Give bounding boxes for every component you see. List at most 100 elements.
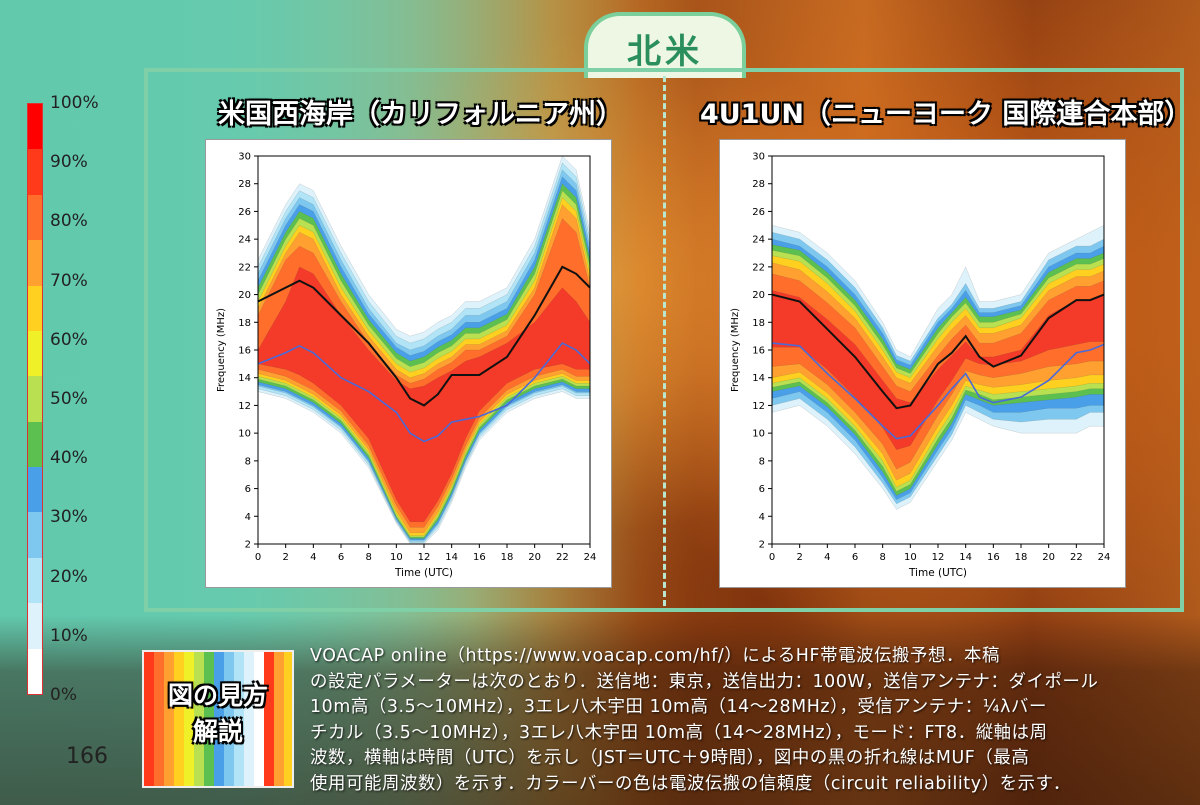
howto-stripe bbox=[254, 652, 264, 786]
colorbar-segment bbox=[28, 149, 42, 196]
y-tick-label: 2 bbox=[759, 540, 765, 551]
howto-stripe bbox=[274, 652, 284, 786]
y-tick-label: 24 bbox=[752, 235, 765, 246]
colorbar-label: 20% bbox=[50, 566, 88, 587]
x-tick-label: 24 bbox=[1098, 552, 1111, 563]
x-tick-label: 22 bbox=[556, 552, 569, 563]
y-tick-label: 18 bbox=[752, 318, 765, 329]
x-tick-label: 16 bbox=[473, 552, 486, 563]
colorbar-label: 0% bbox=[50, 685, 77, 705]
colorbar-label: 80% bbox=[50, 211, 88, 232]
x-tick-label: 8 bbox=[879, 552, 885, 563]
chart-svg-west-coast: 0 2 4 6 8 10 12 14 16 18 20 22 242468101214161820222… bbox=[216, 152, 597, 580]
howto-stripe bbox=[244, 652, 254, 786]
description-line: 10m高（3.5～10MHz），3エレ八木宇田 10m高（14～28MHz），受… bbox=[310, 697, 1048, 717]
region-tab: 北米 bbox=[584, 12, 746, 78]
howto-label-line1: 図の見方 bbox=[167, 681, 268, 710]
x-tick-label: 14 bbox=[959, 552, 972, 563]
colorbar-label: 60% bbox=[50, 329, 88, 350]
y-tick-label: 12 bbox=[238, 401, 251, 412]
y-tick-label: 16 bbox=[238, 346, 251, 357]
chart-title-west-coast: 米国西海岸（カリフォルニア州） bbox=[218, 99, 623, 130]
x-tick-label: 16 bbox=[987, 552, 1000, 563]
y-tick-label: 30 bbox=[238, 152, 251, 163]
colorbar-label: 30% bbox=[50, 507, 88, 528]
y-tick-label: 26 bbox=[238, 207, 251, 218]
colorbar-label: 40% bbox=[50, 448, 88, 469]
y-tick-label: 30 bbox=[752, 152, 765, 163]
page-number: 166 bbox=[66, 744, 108, 769]
colorbar-segment bbox=[28, 648, 42, 695]
y-tick-label: 2 bbox=[245, 540, 251, 551]
colorbar-segment bbox=[28, 240, 42, 287]
y-tick-label: 24 bbox=[238, 235, 251, 246]
y-tick-label: 10 bbox=[238, 429, 251, 440]
y-tick-label: 20 bbox=[238, 290, 251, 301]
y-tick-label: 14 bbox=[238, 373, 251, 384]
colorbar-segment bbox=[28, 603, 42, 650]
y-tick-label: 8 bbox=[245, 456, 251, 467]
x-tick-label: 4 bbox=[824, 552, 830, 563]
description-line: チカル（3.5～10MHz），3エレ八木宇田 10m高（14～28MHz），モー… bbox=[310, 722, 1048, 743]
x-tick-label: 10 bbox=[390, 552, 403, 563]
colorbar-segment bbox=[28, 104, 42, 150]
description-line: 波数，横軸は時間（UTC）を示し（JST＝UTC＋9時間），図中の黒の折れ線はM… bbox=[310, 748, 1030, 768]
colorbar-segment bbox=[28, 512, 42, 559]
description-line: 使用可能周波数）を示す．カラーバーの色は電波伝搬の信頼度（circuit rel… bbox=[310, 773, 1071, 794]
colorbar-label: 70% bbox=[50, 270, 88, 291]
y-tick-label: 12 bbox=[752, 401, 765, 412]
howto-stripe bbox=[154, 652, 164, 786]
x-tick-label: 4 bbox=[310, 552, 316, 563]
chart-svg-new-york: 0 2 4 6 8 10 12 14 16 18 20 22 242468101214161820222… bbox=[730, 152, 1111, 580]
y-tick-label: 20 bbox=[752, 290, 765, 301]
chart-title-new-york: 4U1UN（ニューヨーク 国際連合本部） bbox=[700, 99, 1192, 130]
y-tick-label: 28 bbox=[752, 179, 765, 190]
x-tick-label: 20 bbox=[528, 552, 541, 563]
howto-stripe bbox=[214, 652, 224, 786]
howto-stripe bbox=[184, 652, 194, 786]
colorbar-segment bbox=[28, 194, 42, 241]
y-tick-label: 14 bbox=[752, 373, 765, 384]
fot-line bbox=[257, 342, 591, 443]
x-tick-label: 6 bbox=[852, 552, 858, 563]
howto-stripe bbox=[234, 652, 244, 786]
x-tick-label: 24 bbox=[584, 552, 597, 563]
region-title: 北米 bbox=[627, 32, 703, 72]
howto-label: 図の見方 解説 bbox=[158, 678, 278, 750]
charts-frame bbox=[144, 68, 1184, 612]
y-axis-label: Frequency (MHz) bbox=[730, 308, 741, 392]
x-tick-label: 14 bbox=[445, 552, 458, 563]
howto-label-line2: 解説 bbox=[192, 717, 243, 746]
y-tick-label: 18 bbox=[238, 318, 251, 329]
colorbar-label: 100% bbox=[50, 93, 99, 113]
x-tick-label: 8 bbox=[365, 552, 371, 563]
howto-stripe bbox=[144, 652, 154, 786]
howto-stripe bbox=[284, 652, 292, 786]
colorbar-label: 50% bbox=[50, 389, 88, 409]
y-axis-label: Frequency (MHz) bbox=[216, 308, 227, 392]
y-tick-label: 22 bbox=[752, 262, 765, 273]
y-tick-label: 10 bbox=[752, 429, 765, 440]
x-tick-label: 22 bbox=[1070, 552, 1083, 563]
x-tick-label: 6 bbox=[338, 552, 344, 563]
x-axis-label: Time (UTC) bbox=[394, 567, 453, 579]
chart-new-york: 0 2 4 6 8 10 12 14 16 18 20 22 24 2 4 6 8 10 12 14 16 18 20 22 2… bbox=[719, 139, 1126, 588]
x-tick-label: 0 bbox=[769, 552, 775, 563]
x-tick-label: 12 bbox=[418, 552, 431, 563]
x-tick-label: 2 bbox=[796, 552, 802, 563]
description-line: の設定パラメーターは次のとおり．送信地：東京，送信出力：100W，送信アンテナ：… bbox=[310, 671, 1099, 692]
x-tick-label: 20 bbox=[1042, 552, 1055, 563]
reliability-colorbar bbox=[27, 103, 43, 695]
colorbar-label: 10% bbox=[50, 625, 88, 646]
howto-stripe bbox=[164, 652, 174, 786]
chart-west-coast: 0 2 4 6 8 10 12 14 16 18 20 22 24 2 4 6 8 10 12 14 16 18 20 22 2… bbox=[205, 139, 612, 588]
colorbar-segment bbox=[28, 330, 42, 377]
x-tick-label: 0 bbox=[255, 552, 261, 563]
howto-stripe bbox=[174, 652, 184, 786]
howto-stripe bbox=[224, 652, 234, 786]
muf-line bbox=[257, 265, 591, 407]
y-tick-label: 4 bbox=[759, 512, 765, 523]
howto-stripe bbox=[194, 652, 204, 786]
colorbar-segment bbox=[28, 285, 42, 332]
x-axis-label: Time (UTC) bbox=[908, 567, 967, 579]
